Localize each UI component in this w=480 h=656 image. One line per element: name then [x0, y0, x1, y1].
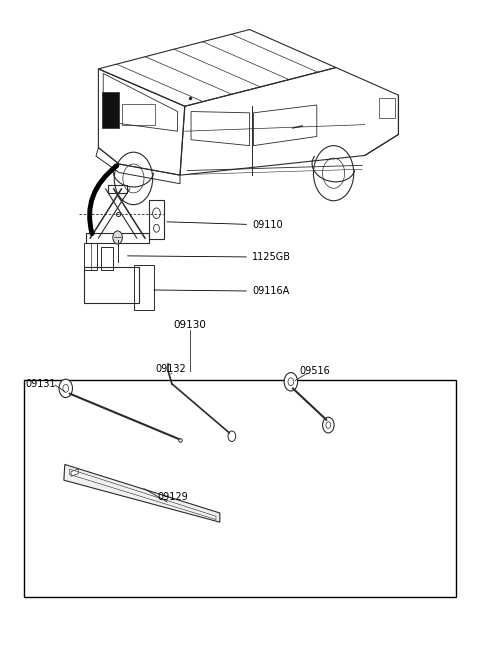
Bar — [84, 267, 139, 303]
Bar — [84, 243, 97, 270]
Polygon shape — [71, 469, 78, 476]
Circle shape — [59, 379, 72, 398]
Text: 09130: 09130 — [173, 319, 206, 330]
Text: 09132: 09132 — [155, 363, 186, 374]
Text: 09131: 09131 — [25, 379, 56, 389]
Text: 09516: 09516 — [299, 365, 330, 376]
Text: 09129: 09129 — [157, 492, 188, 502]
Circle shape — [284, 373, 298, 391]
Circle shape — [113, 231, 122, 244]
Bar — [102, 92, 119, 128]
Bar — [379, 98, 395, 118]
FancyArrowPatch shape — [90, 166, 117, 234]
Bar — [108, 185, 127, 193]
Bar — [149, 200, 164, 239]
Circle shape — [323, 417, 334, 433]
Polygon shape — [64, 464, 220, 522]
Bar — [122, 104, 155, 125]
Bar — [24, 380, 456, 597]
Text: 09110: 09110 — [167, 220, 283, 230]
Bar — [86, 233, 149, 243]
Bar — [101, 247, 113, 270]
Text: 09116A: 09116A — [154, 286, 289, 297]
Bar — [134, 265, 154, 310]
Circle shape — [228, 431, 236, 441]
Text: 1125GB: 1125GB — [128, 252, 291, 262]
